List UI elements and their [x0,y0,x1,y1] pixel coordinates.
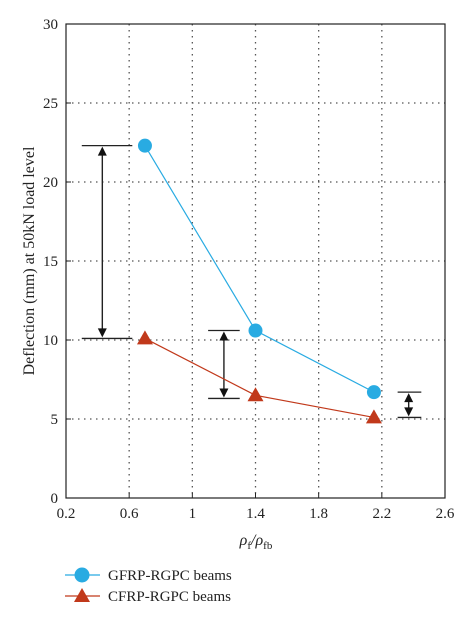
series-line-1 [144,337,375,419]
y-axis-label: Deflection (mm) at 50kN load level [21,146,38,375]
legend-item-cfrp: CFRP-RGPC beams [65,588,231,605]
legend-label-cfrp: CFRP-RGPC beams [108,589,231,605]
series-layer [136,138,382,424]
x-label-sub-f: f [247,540,251,552]
series-1-point [136,330,153,345]
y-tick-label: 25 [43,96,58,112]
x-label-rho: ρ [239,532,248,549]
x-tick-label: 1 [189,506,197,522]
annotation-arrowhead-down [97,328,107,338]
legend-label-gfrp: GFRP-RGPC beams [108,568,232,584]
x-tick-label: 1.4 [246,506,265,522]
legend-item-gfrp: GFRP-RGPC beams [65,567,232,584]
series-1-point [247,387,264,402]
annotation-arrowhead-up [97,146,107,156]
annotation-arrowhead-up [404,393,414,403]
legend-marker-cfrp [74,588,90,602]
series-0-point [137,138,152,153]
annotations-layer [81,145,422,419]
x-tick-label: 0.2 [57,506,76,522]
y-tick-label: 15 [43,254,58,270]
y-tick-label: 30 [43,17,58,33]
x-label-sep: /ρ [250,532,263,549]
y-tick-label: 0 [51,491,59,507]
x-label-sub-fb: fb [263,540,273,552]
x-axis-label: ρf/ρfb [239,532,273,552]
annotation-arrowhead-down [219,388,229,398]
series-0-point [248,323,263,338]
ticks-layer: 0.2 0.6 1 1.4 1.8 2.2 2.6 0 5 10 15 20 25 30 [43,17,455,522]
x-tick-label: 2.2 [372,506,391,522]
series-0-point [366,385,381,400]
y-tick-label: 5 [51,412,59,428]
legend-marker-gfrp [74,567,90,583]
annotation-arrowhead-down [404,407,414,417]
legend: GFRP-RGPC beams CFRP-RGPC beams [65,567,232,605]
series-1-point [365,409,382,424]
x-tick-label: 1.8 [309,506,328,522]
x-tick-label: 2.6 [436,506,455,522]
y-tick-label: 10 [43,333,58,349]
annotation-arrowhead-up [219,331,229,341]
y-tick-label: 20 [43,175,58,191]
x-tick-label: 0.6 [120,506,139,522]
grid-layer [66,24,445,498]
